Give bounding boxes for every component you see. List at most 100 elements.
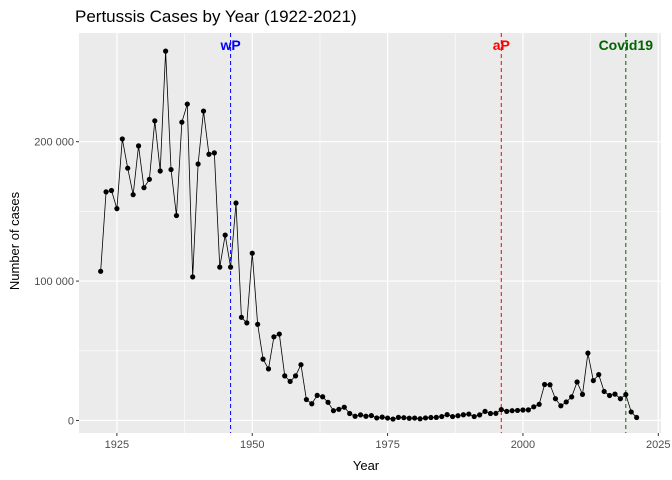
data-point [330, 408, 337, 414]
data-point [525, 407, 531, 413]
data-point [520, 407, 526, 413]
data-point [617, 396, 623, 402]
data-point [569, 394, 575, 400]
x-tick-label: 1950 [240, 439, 264, 451]
x-tick-label: 2025 [646, 439, 670, 451]
data-point [265, 366, 272, 372]
data-point [200, 108, 207, 114]
data-point [227, 264, 234, 270]
data-point [184, 101, 190, 107]
data-point [336, 406, 342, 412]
data-point [141, 185, 147, 191]
data-point [417, 416, 423, 422]
data-point [406, 415, 412, 421]
data-point [125, 165, 131, 171]
data-point [352, 413, 358, 419]
data-point [558, 403, 564, 409]
data-point [498, 406, 504, 413]
y-tick-label: 200 000 [34, 137, 74, 149]
data-point [547, 382, 553, 388]
data-point [384, 415, 391, 421]
data-point [157, 168, 163, 174]
data-point [487, 410, 494, 417]
data-point [428, 414, 434, 421]
data-point [444, 412, 450, 418]
data-point [190, 274, 196, 280]
data-point [585, 350, 591, 356]
data-point [628, 409, 634, 415]
data-point [536, 401, 542, 407]
data-point [623, 391, 629, 398]
data-point [320, 394, 326, 400]
data-point [173, 212, 180, 219]
data-point [325, 399, 331, 405]
data-point [347, 410, 353, 417]
data-point [422, 415, 429, 421]
data-point [309, 401, 315, 407]
data-point [233, 200, 239, 206]
data-point [579, 391, 586, 397]
data-point [287, 378, 293, 385]
data-point [466, 411, 472, 417]
data-point [244, 320, 250, 326]
data-point [130, 192, 136, 198]
data-point [509, 408, 515, 414]
data-point [504, 408, 510, 414]
x-axis-title: Year [353, 458, 380, 473]
data-point [163, 48, 169, 54]
data-point [314, 392, 320, 398]
data-point [368, 412, 374, 419]
data-point [206, 151, 212, 157]
x-axis-ticks: 1925 1950 1975 2000 2025 [105, 433, 671, 451]
data-point [357, 412, 364, 418]
data-point [179, 119, 185, 125]
chart-title: Pertussis Cases by Year (1922-2021) [75, 7, 357, 26]
data-point [146, 176, 152, 182]
data-point [135, 143, 142, 149]
data-point [260, 356, 266, 362]
data-point [552, 396, 559, 402]
data-point [379, 414, 385, 420]
data-point [98, 268, 104, 274]
data-point [217, 264, 223, 270]
vline-label-wp: wP [219, 37, 240, 53]
x-tick-label: 1925 [105, 439, 129, 451]
data-point [590, 377, 596, 384]
data-point [606, 392, 613, 399]
data-point [211, 150, 217, 156]
data-point [542, 381, 548, 388]
data-point [390, 416, 396, 422]
data-point [114, 206, 120, 212]
data-point [455, 413, 461, 419]
data-point [222, 232, 228, 238]
data-point [574, 379, 580, 385]
vline-label-covid19: Covid19 [599, 37, 654, 53]
data-point [412, 415, 418, 421]
data-point [303, 396, 309, 403]
data-point [514, 407, 521, 414]
data-point [255, 321, 261, 327]
data-point [374, 415, 380, 421]
data-point [238, 314, 245, 320]
y-tick-label: 100 000 [34, 276, 74, 288]
data-point [168, 166, 174, 173]
data-point [477, 412, 483, 418]
reference-lines [230, 33, 627, 433]
data-point [395, 414, 402, 420]
data-point [363, 413, 369, 419]
data-point [298, 362, 304, 368]
data-point [276, 331, 282, 337]
x-tick-label: 1975 [375, 439, 399, 451]
vline-label-ap: aP [493, 37, 510, 53]
data-point [119, 136, 125, 142]
y-axis-title: Number of cases [7, 191, 22, 290]
data-point [401, 415, 407, 421]
data-point [282, 373, 288, 379]
data-point [449, 413, 456, 420]
data-point [341, 404, 347, 410]
data-point [460, 412, 466, 418]
reference-labels: wP aP Covid19 [219, 37, 653, 53]
data-point [563, 399, 569, 405]
y-axis-ticks: 0 100 000 200 000 [34, 137, 79, 427]
